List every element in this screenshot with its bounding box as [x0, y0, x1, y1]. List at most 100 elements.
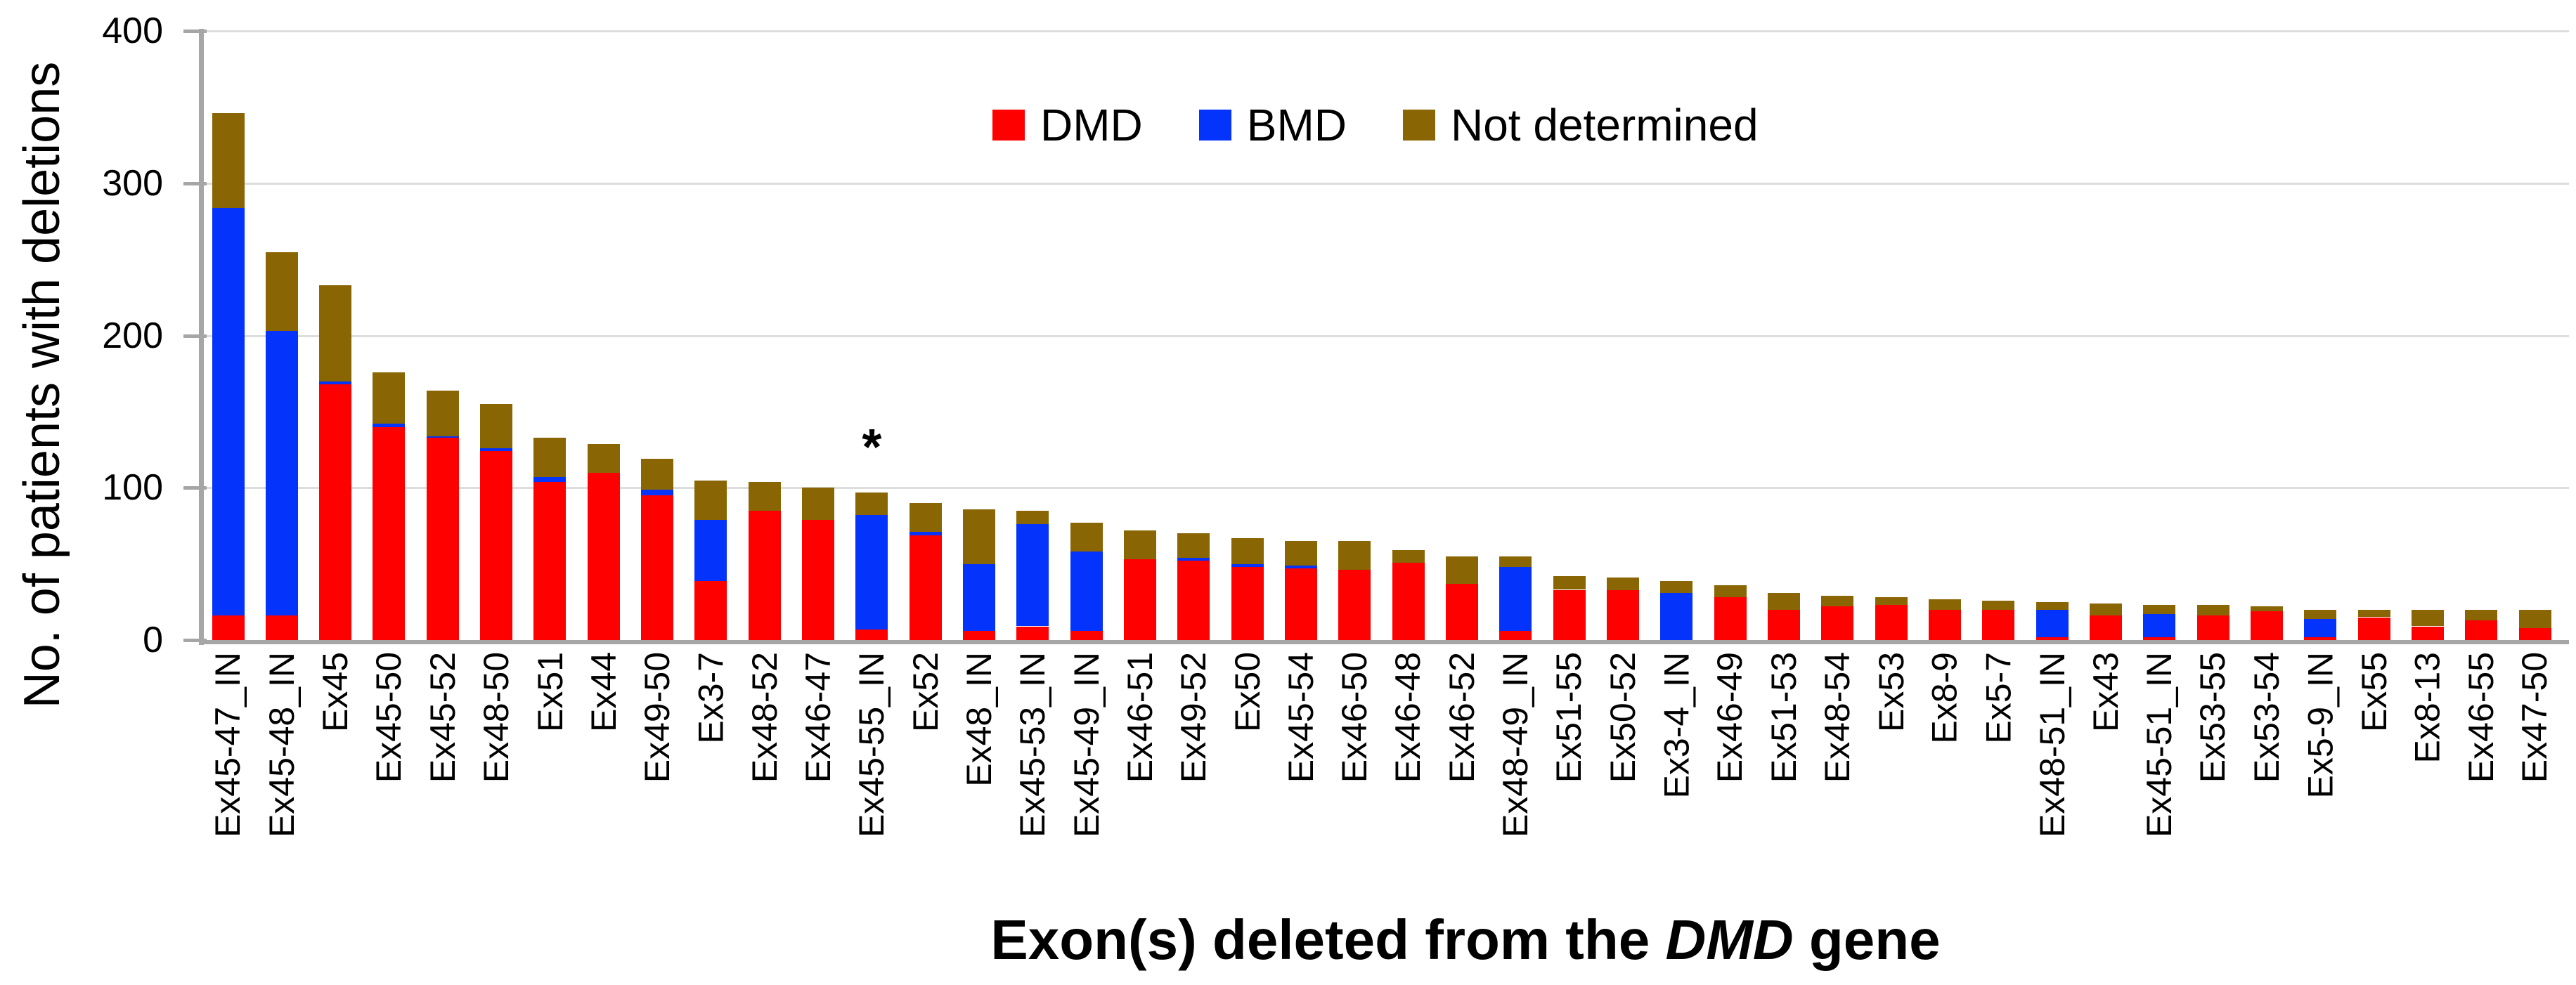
legend-swatch-dmd-icon [992, 110, 1025, 141]
y-axis-tickmark [183, 30, 207, 34]
y-axis-tickmark [183, 639, 207, 642]
x-axis-title-prefix: Exon(s) deleted from the [990, 908, 1666, 971]
bar-segment-not-determined [1231, 537, 1264, 564]
bar-segment-dmd [319, 384, 352, 640]
bar-segment-bmd [1285, 565, 1318, 569]
bar-segment-not-determined [1446, 556, 1479, 584]
x-tick-label: Ex45-48_IN [261, 652, 302, 838]
bar-segment-bmd [1660, 592, 1693, 640]
bar-segment-not-determined [2250, 606, 2283, 611]
bar-segment-dmd [1446, 583, 1479, 640]
bar-segment-dmd [1177, 561, 1210, 640]
legend-swatch-bmd-icon [1198, 110, 1231, 141]
y-axis-tickmark [183, 334, 207, 338]
x-tick-label: Ex46-49 [1710, 652, 1750, 783]
bar-segment-dmd [2089, 615, 2122, 640]
x-tick-label: Ex48-51_IN [2032, 652, 2072, 838]
bar-segment-not-determined [426, 390, 459, 436]
x-tick-label: Ex45 [316, 652, 356, 732]
bar-segment-dmd [212, 615, 245, 640]
bar-segment-not-determined [265, 252, 298, 332]
y-tick-label: 200 [102, 315, 163, 356]
x-tick-label: Ex45-51_IN [2140, 652, 2180, 838]
bar-segment-not-determined [1660, 580, 1693, 593]
bar-segment-not-determined [1714, 585, 1747, 598]
bar-segment-not-determined [1177, 533, 1210, 558]
bar-segment-bmd [1231, 563, 1264, 567]
y-axis-tickmark [183, 182, 207, 186]
bar-segment-bmd [319, 381, 352, 385]
bar-segment-not-determined [2089, 604, 2122, 616]
x-tick-label: Ex8-13 [2407, 652, 2447, 764]
bar-segment-dmd [1607, 589, 1639, 640]
bar-segment-not-determined [480, 404, 513, 449]
y-tick-label: 0 [143, 620, 163, 660]
legend: DMD BMD Not determined [992, 103, 1815, 148]
bar-segment-bmd [212, 207, 245, 616]
bar-segment-not-determined [2411, 609, 2444, 627]
x-tick-label: Ex53-55 [2193, 652, 2233, 783]
x-tick-label: Ex53-54 [2246, 652, 2286, 783]
bar-segment-dmd [1821, 606, 1854, 640]
bar-segment-not-determined [1928, 599, 1961, 610]
bar-segment-dmd [1767, 609, 1800, 640]
bar-segment-dmd [1875, 605, 1908, 640]
bar-segment-bmd [2304, 618, 2337, 637]
y-tick-label: 300 [102, 163, 163, 204]
bar-segment-dmd [963, 631, 996, 640]
x-axis-line [199, 640, 2569, 644]
bar-segment-bmd [963, 563, 996, 631]
bar-segment-not-determined [1070, 523, 1103, 552]
bar-segment-bmd [909, 532, 942, 535]
legend-label-not-determined: Not determined [1450, 100, 1759, 150]
bar-segment-bmd [641, 489, 674, 496]
x-tick-label: Ex48-54 [1818, 652, 1858, 783]
x-tick-label: Ex49-50 [637, 652, 678, 783]
bar-segment-dmd [533, 481, 567, 640]
bar-segment-not-determined [533, 437, 567, 478]
bar-segment-not-determined [1553, 576, 1586, 590]
bar-segment-dmd [2196, 615, 2229, 640]
y-tick-label: 400 [102, 11, 163, 52]
bar-segment-not-determined [2357, 609, 2390, 618]
x-tick-label: Ex53 [1871, 652, 1911, 732]
x-tick-label: Ex5-7 [1979, 652, 2019, 744]
bar-segment-dmd [855, 629, 888, 640]
x-axis-title: Exon(s) deleted from the DMD gene [990, 906, 1940, 974]
bar-segment-dmd [748, 510, 781, 640]
bar-segment-bmd [1070, 552, 1103, 631]
bar-segment-not-determined [694, 480, 727, 520]
bar-segment-dmd [2465, 620, 2498, 640]
bar-segment-dmd [2304, 637, 2337, 640]
bar-segment-not-determined [2465, 609, 2498, 620]
bar-segment-bmd [533, 477, 567, 482]
bar-segment-bmd [373, 424, 406, 427]
bar-segment-not-determined [2518, 609, 2551, 628]
bar-segment-not-determined [1982, 600, 2015, 610]
bar-segment-bmd [694, 519, 727, 581]
bar-segment-dmd [1338, 570, 1371, 640]
bar-segment-not-determined [1016, 510, 1049, 525]
bar-segment-not-determined [963, 509, 996, 564]
bar-segment-dmd [694, 580, 727, 640]
bar-segment-dmd [265, 615, 298, 640]
bar-segment-dmd [1714, 597, 1747, 640]
bar-segment-dmd [426, 437, 459, 640]
bar-segment-not-determined [2143, 605, 2176, 615]
legend-label-dmd: DMD [1040, 100, 1143, 150]
bar-segment-not-determined [212, 113, 245, 208]
x-tick-label: Ex43 [2085, 652, 2125, 732]
legend-item-not-determined: Not determined [1402, 100, 1759, 150]
x-tick-label: Ex3-7 [691, 652, 731, 744]
gridline [202, 183, 2569, 185]
bar-segment-dmd [1553, 589, 1586, 640]
x-tick-label: Ex46-51 [1120, 652, 1160, 783]
bar-segment-not-determined [1392, 550, 1425, 563]
bar-segment-dmd [641, 495, 674, 640]
x-tick-label: Ex45-54 [1281, 652, 1321, 783]
x-tick-label: Ex45-53_IN [1013, 652, 1053, 838]
gridline [202, 30, 2569, 33]
x-tick-label: Ex46-48 [1388, 652, 1428, 783]
y-axis-tickmark [183, 486, 207, 490]
x-tick-label: Ex48_IN [959, 652, 999, 787]
